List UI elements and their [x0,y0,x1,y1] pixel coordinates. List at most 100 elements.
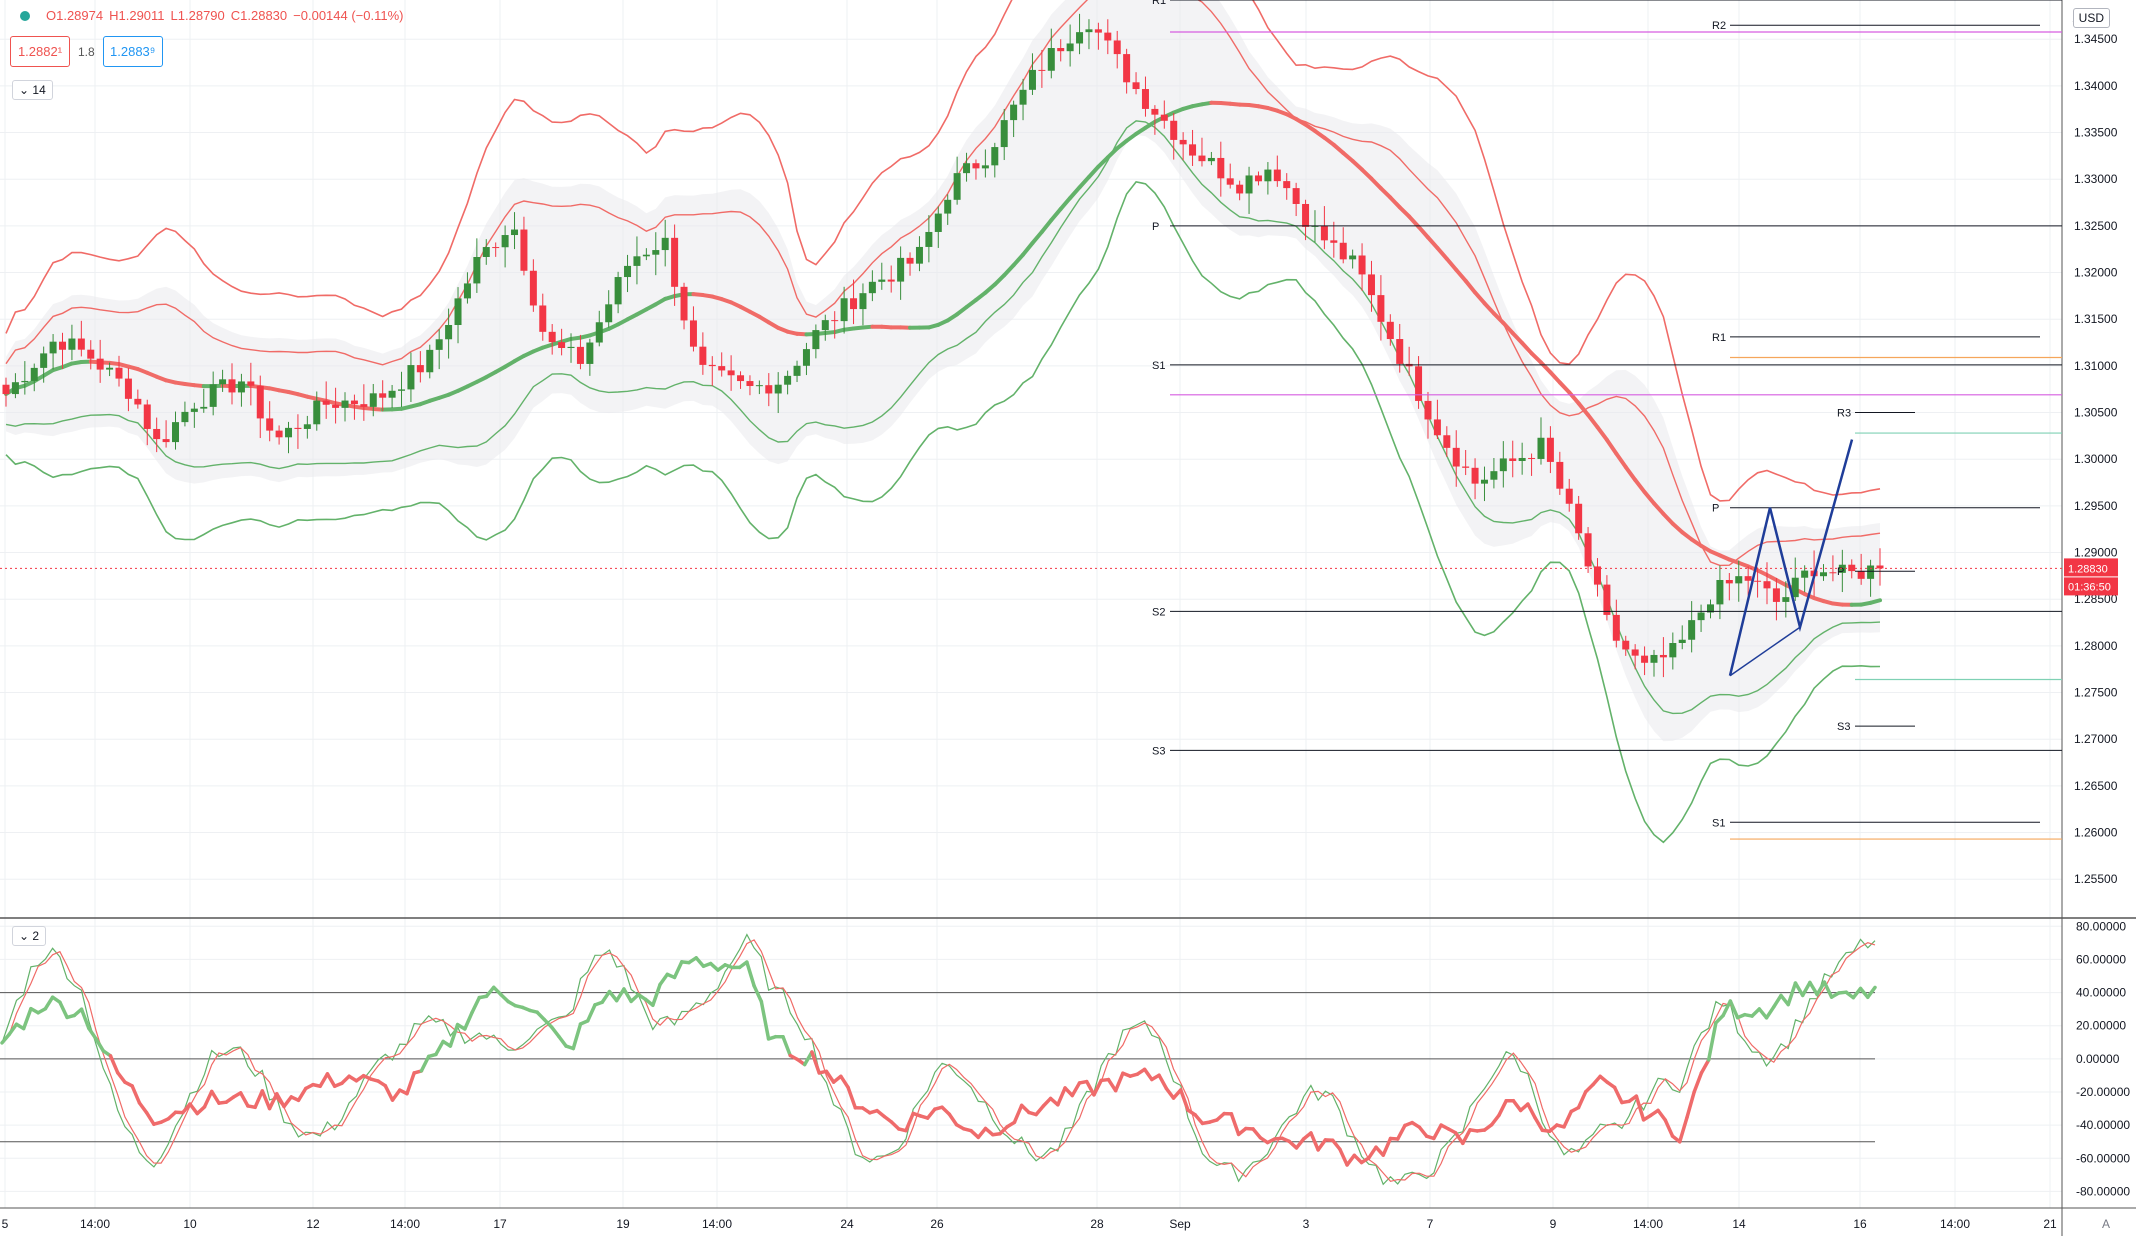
candle-body [1339,242,1347,260]
price-axis-label: 1.27500 [2074,686,2118,700]
candle-body [558,342,566,349]
momentum-line-segment [781,1035,793,1058]
osc-axis-label: -60.00000 [2076,1151,2130,1165]
momentum-line-segment [1764,1005,1776,1020]
momentum-line-segment [976,1126,988,1140]
candle-body [228,379,236,393]
candle-body [237,381,245,393]
momentum-line-segment [925,1107,937,1120]
candle-body [1631,649,1639,656]
candle-body [1386,321,1394,340]
slow-moving-average-segment [1030,229,1044,246]
pattern-drawing [1728,439,1854,676]
osc-axis-label: 0.00000 [2076,1052,2120,1066]
momentum-line-segment [1822,980,1834,999]
momentum-line-segment [1164,1086,1176,1100]
spread-value: 1.8 [78,44,95,59]
candle-body [1000,120,1008,148]
candle-body [1716,579,1724,605]
candle-body [1518,457,1526,461]
momentum-line-segment [1012,1103,1024,1125]
time-axis-label: 12 [306,1217,320,1231]
momentum-line-segment [470,995,482,1015]
time-axis-label: 16 [1853,1217,1867,1231]
slow-moving-average-segment [1096,155,1110,169]
candle-body [379,393,387,398]
currency-button[interactable]: USD [2072,8,2110,28]
candle-body [652,250,660,255]
momentum-line-segment [651,982,662,1008]
slow-moving-average-segment [1642,490,1656,506]
candle-body [887,279,895,282]
time-axis-label: 7 [1427,1217,1434,1231]
momentum-line-segment [1793,981,1805,998]
candle-body [878,279,886,282]
momentum-line-segment [1056,1086,1067,1107]
candle-body [1782,597,1790,602]
slow-moving-average-segment [1473,290,1487,306]
candle-body [1867,565,1875,579]
momentum-line-segment [405,1071,416,1096]
momentum-line-segment [1070,1081,1082,1098]
candle-body [1047,48,1055,71]
momentum-line-segment [694,956,706,968]
candle-body [1575,503,1583,534]
candle-body [576,346,584,364]
pattern-drawing [1729,626,1801,677]
candle-body [398,389,406,391]
auto-scale-button[interactable]: A [2102,1217,2110,1231]
oscillator-toggle[interactable]: ⌄ 2 [12,926,47,946]
osc-axis-label: 20.00000 [2076,1019,2126,1033]
momentum-line-segment [1330,1138,1342,1151]
buy-button[interactable]: 1.2883⁹ [102,36,163,67]
momentum-line-segment [1772,993,1783,1009]
candle-body [2,384,10,395]
candle-body [1160,114,1168,121]
main-indicator-toggle[interactable]: ⌄ 14 [12,80,53,100]
momentum-line-segment [275,1092,286,1109]
candle-body [972,163,980,169]
candle-body [1801,570,1809,578]
candle-body [1028,69,1036,90]
stochastic-slow-line [1,939,1876,1182]
osc-axis-label: -20.00000 [2076,1085,2130,1099]
pivot-label: S3 [1837,721,1850,733]
candle-body [1725,579,1733,584]
momentum-line-segment [267,1092,279,1111]
momentum-line-segment [672,960,684,980]
momentum-line-segment [752,984,764,1004]
candle-body [821,320,829,331]
candle-body [529,270,537,306]
momentum-line-segment [1367,1145,1378,1160]
momentum-line-segment [1815,980,1827,997]
candle-body [1104,32,1112,41]
sell-button[interactable]: 1.2882¹ [10,36,70,67]
candle-body [143,404,151,429]
inner-upper-band [5,0,1881,567]
time-axis-label: 24 [840,1217,854,1231]
stochastic-fast-line [1,933,1876,1186]
candle-body [1349,255,1357,260]
momentum-line-segment [1699,1058,1711,1075]
candle-body [718,366,726,371]
slow-moving-average-segment [1491,311,1506,325]
candle-body [77,338,85,350]
candle-body [1094,29,1102,33]
slow-moving-average-segment [1360,167,1374,181]
candle-body [454,298,462,326]
candle-body [1264,169,1272,182]
osc-axis-label: 80.00000 [2076,919,2126,933]
candle-body [802,349,810,366]
time-axis-label: 26 [930,1217,944,1231]
candle-body [1876,565,1884,569]
slow-moving-average-segment [1416,224,1430,240]
momentum-line-segment [1338,1147,1349,1167]
candle-body [40,353,48,368]
outer-upper-band [5,0,1881,502]
momentum-line-segment [1417,1125,1429,1138]
candle-body [633,256,641,266]
candle-body [332,404,340,408]
momentum-line-segment [209,1089,221,1105]
momentum-line-segment [1800,980,1812,998]
